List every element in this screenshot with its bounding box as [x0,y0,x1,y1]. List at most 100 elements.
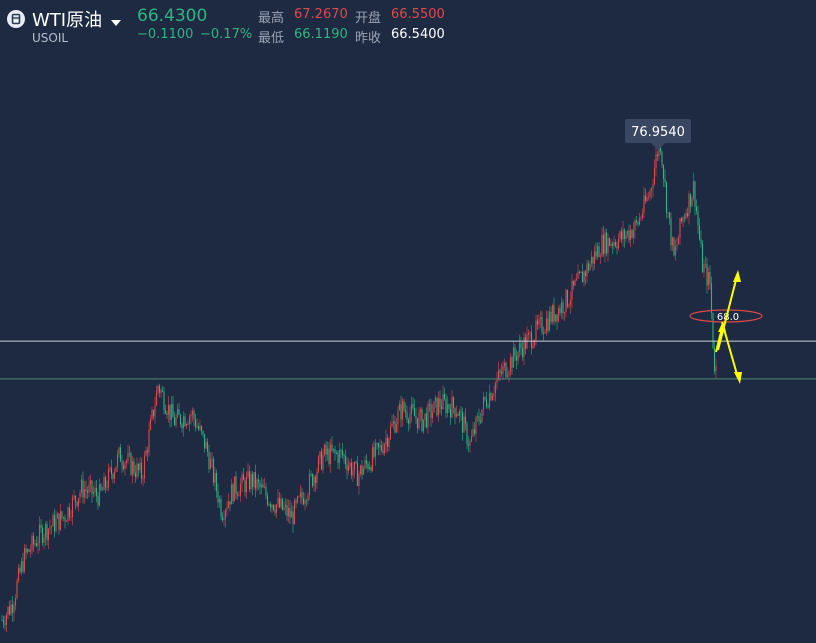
candle-body [425,413,428,428]
candle-body [436,397,438,416]
candle-body [676,244,678,247]
oil-barrel-icon [7,10,25,28]
candle-body [430,404,432,418]
candle-body [118,447,120,455]
candle-body [514,347,516,356]
candle-body [416,418,419,429]
prev-close-value: 66.5400 [391,27,445,42]
candle-body [331,444,333,451]
candle-body [529,332,531,334]
candle-body [116,454,119,467]
candle-body [47,528,50,541]
candle-body [200,426,203,431]
candle-body [622,229,624,240]
candle-body [170,404,173,420]
candle-body [46,524,48,541]
candle-body [190,414,192,417]
candle-body [668,212,671,219]
candle-body [32,535,35,545]
candle-body [611,243,614,246]
candle-body [398,404,401,411]
candle-body [677,238,680,245]
candle-body [97,495,99,506]
candle-body [557,308,560,321]
candle-body [86,490,89,493]
candle-body [110,467,113,475]
candle-body [380,445,383,451]
candle-body [260,484,263,488]
candle-body [569,299,572,305]
candle-body [656,154,659,157]
candle-body [446,404,449,414]
candle-body [4,623,6,625]
candle-body [259,482,261,488]
candle-body [38,524,41,544]
symbol-code: USOIL [32,31,69,45]
candle-body [683,217,686,219]
candle-body [281,498,284,510]
candle-body [65,521,68,522]
candle-body [128,453,131,455]
candle-body [2,620,5,624]
candle-body [101,489,104,491]
candle-body [304,500,306,505]
low-value: 66.1190 [294,27,348,42]
candle-body [655,154,657,169]
candle-body [697,211,699,226]
candle-body [631,230,633,238]
candle-body [19,567,21,573]
candle-body [508,372,510,376]
candle-body [332,448,335,451]
candle-body [119,447,122,462]
candle-body [146,450,149,453]
candle-body [401,401,404,420]
candle-body [355,461,357,463]
candle-body [290,511,293,518]
candle-body [715,365,717,372]
candle-body [77,498,80,506]
candle-body [248,471,251,490]
last-price: 66.4300 [137,6,208,26]
candle-body [364,460,366,469]
candle-body [587,263,590,271]
candle-body [83,489,86,498]
candle-body [104,477,107,488]
candle-body [431,412,434,418]
candle-body [155,390,158,406]
candle-body [95,487,98,496]
candle-body [407,419,410,424]
candlestick-series [1,134,717,632]
candle-body [247,471,249,477]
candle-body [203,433,206,449]
candle-body [545,318,548,332]
candle-body [590,256,593,264]
max-price-tooltip: 76.9540 [625,119,691,150]
candle-body [283,507,285,510]
candle-body [316,471,318,483]
candle-body [413,408,416,417]
symbol-dropdown-icon[interactable] [110,12,122,31]
candle-body [356,462,359,487]
candle-body [178,409,180,415]
candle-body [20,561,23,573]
candle-body [397,410,399,425]
candle-body [706,264,708,286]
candle-body [419,409,422,413]
candle-body [337,453,339,464]
candle-body [359,465,362,474]
candle-body [107,468,110,488]
candle-body [692,181,695,198]
candle-body [632,229,635,238]
candle-body [440,406,443,410]
candle-body [713,347,716,372]
high-label: 最高 [258,11,285,26]
candle-body [343,455,345,457]
candle-body [650,188,653,191]
candle-body [296,496,299,503]
candle-body [17,567,20,581]
candle-body [55,518,57,532]
candle-body [428,404,431,405]
candle-body [595,251,597,257]
candle-body [241,474,243,484]
